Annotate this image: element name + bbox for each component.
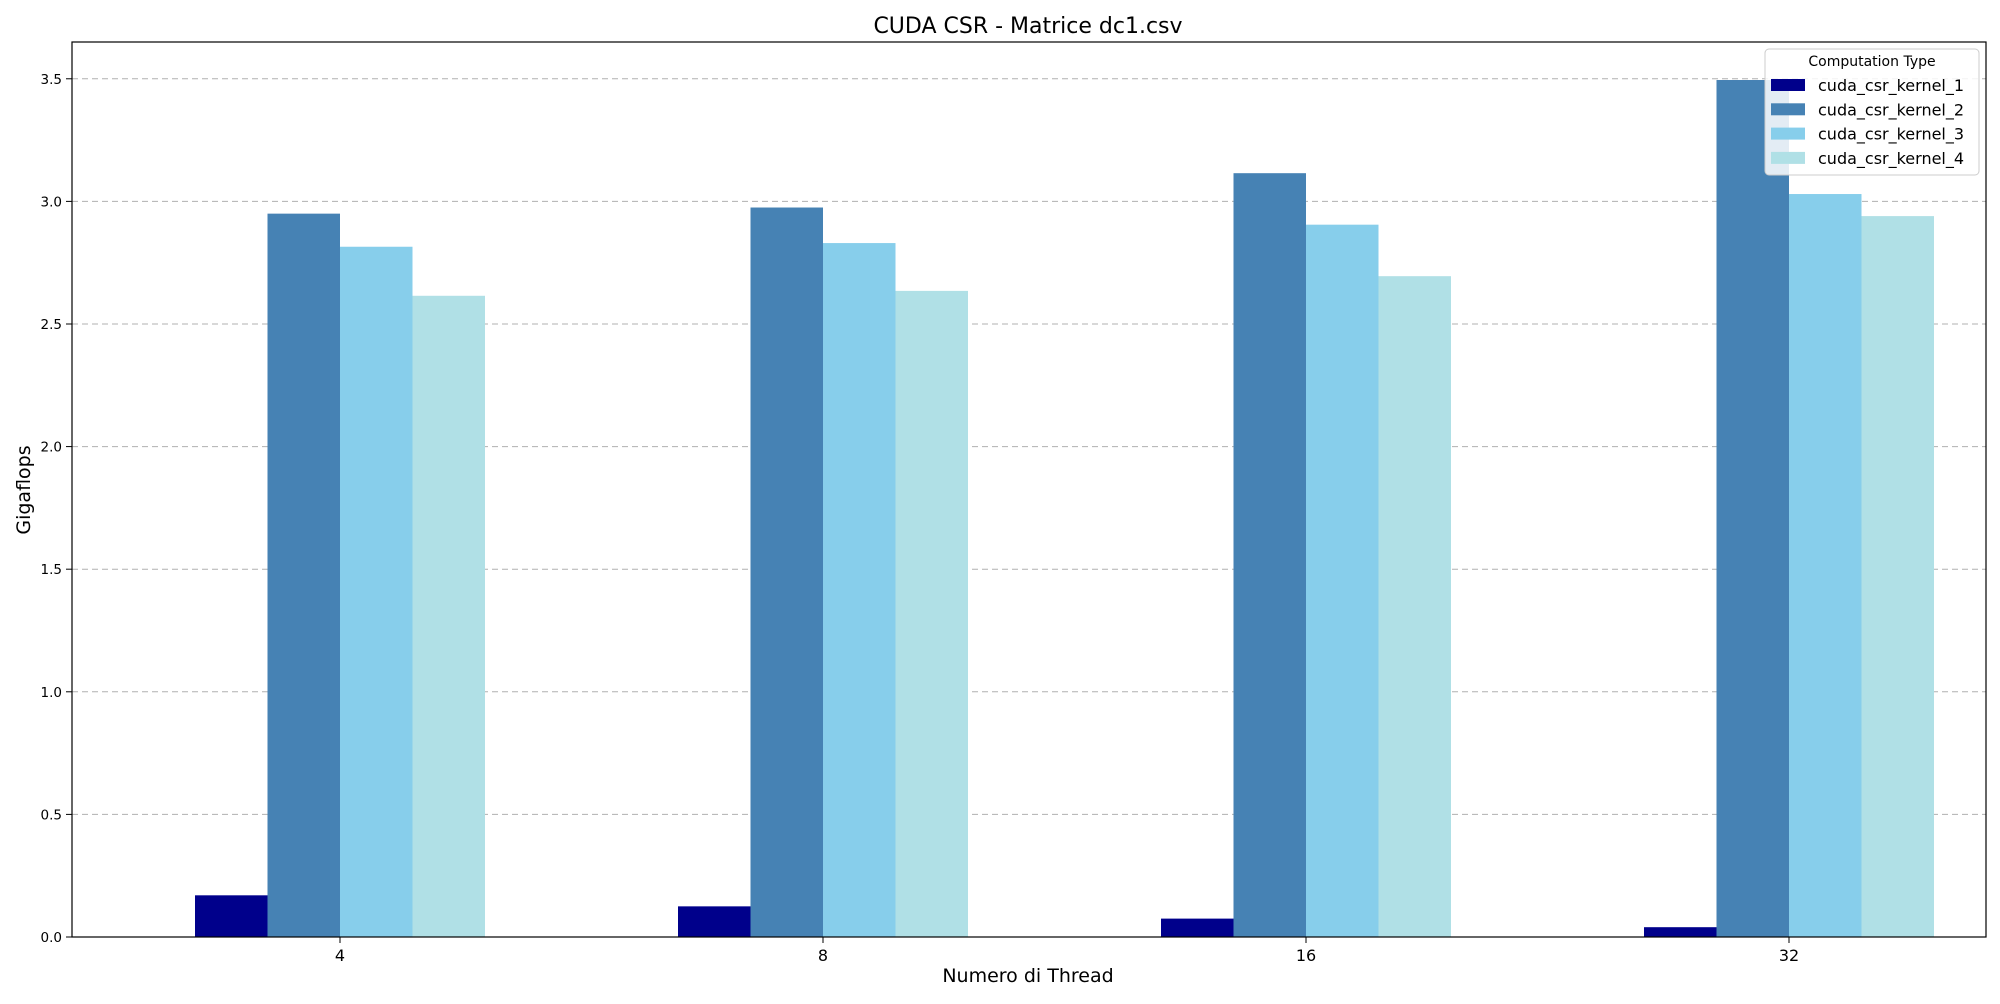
bar-cuda_csr_kernel_2-16 <box>1233 173 1306 937</box>
legend-label-cuda_csr_kernel_4: cuda_csr_kernel_4 <box>1818 149 1964 169</box>
plot-frame <box>71 41 1987 938</box>
x-tick-label: 16 <box>1296 946 1316 965</box>
y-axis-ticks: 0.0 0.5 1.0 1.5 2.0 2.5 3.0 3.5 <box>41 72 72 946</box>
x-tick-label: 8 <box>818 946 828 965</box>
legend-label-cuda_csr_kernel_3: cuda_csr_kernel_3 <box>1818 125 1964 145</box>
bar-cuda_csr_kernel_4-16 <box>1378 276 1451 937</box>
bar-cuda_csr_kernel_1-32 <box>1644 927 1717 937</box>
legend: Computation Type cuda_csr_kernel_1cuda_c… <box>1764 48 1980 176</box>
bar-cuda_csr_kernel_1-16 <box>1161 918 1234 937</box>
x-tick-label: 32 <box>1779 946 1799 965</box>
legend-swatch-cuda_csr_kernel_3 <box>1771 127 1805 140</box>
y-tick-label: 1.0 <box>41 685 62 701</box>
bar-cuda_csr_kernel_4-8 <box>895 290 968 938</box>
legend-items: cuda_csr_kernel_1 cuda_csr_kernel_2 cuda_c… <box>1771 76 1964 169</box>
legend-label-cuda_csr_kernel_1: cuda_csr_kernel_1 <box>1818 76 1964 96</box>
y-tick-label: 0.0 <box>41 930 62 946</box>
legend-swatch-cuda_csr_kernel_1 <box>1771 79 1805 91</box>
bar-cuda_csr_kernel_3-4 <box>340 246 413 937</box>
bars <box>195 80 1934 938</box>
legend-title: Computation Type <box>1808 54 1935 70</box>
legend-label-cuda_csr_kernel_2: cuda_csr_kernel_2 <box>1818 100 1964 120</box>
bar-cuda_csr_kernel_3-16 <box>1306 224 1379 937</box>
bar-cuda_csr_kernel_2-32 <box>1716 80 1789 938</box>
y-tick-label: 1.5 <box>41 562 62 578</box>
x-axis-label: Numero di Thread <box>942 965 1113 987</box>
chart-title: CUDA CSR - Matrice dc1.csv <box>873 14 1182 39</box>
bar-cuda_csr_kernel_4-32 <box>1861 216 1934 937</box>
y-tick-label: 3.5 <box>41 72 62 88</box>
bar-cuda_csr_kernel_4-4 <box>412 295 485 937</box>
bar-cuda_csr_kernel_1-8 <box>678 906 751 937</box>
y-axis-label: Gigaflops <box>13 445 35 534</box>
bar-cuda_csr_kernel_3-32 <box>1789 194 1862 937</box>
legend-box <box>1764 48 1980 176</box>
bar-cuda_csr_kernel_2-4 <box>267 213 340 938</box>
bar-cuda_csr_kernel_2-8 <box>750 207 823 938</box>
bar-cuda_csr_kernel_1-4 <box>195 895 268 937</box>
y-tick-label: 0.5 <box>41 807 62 823</box>
y-tick-label: 3.0 <box>41 194 62 210</box>
y-tick-label: 2.0 <box>41 440 62 456</box>
x-axis-ticks: 4 8 16 32 <box>335 937 1799 965</box>
y-tick-label: 2.5 <box>41 317 62 333</box>
bar-cuda_csr_kernel_3-8 <box>823 243 896 938</box>
legend-swatch-cuda_csr_kernel_2 <box>1771 103 1805 116</box>
legend-swatch-cuda_csr_kernel_4 <box>1771 151 1805 164</box>
x-tick-label: 4 <box>335 946 345 965</box>
